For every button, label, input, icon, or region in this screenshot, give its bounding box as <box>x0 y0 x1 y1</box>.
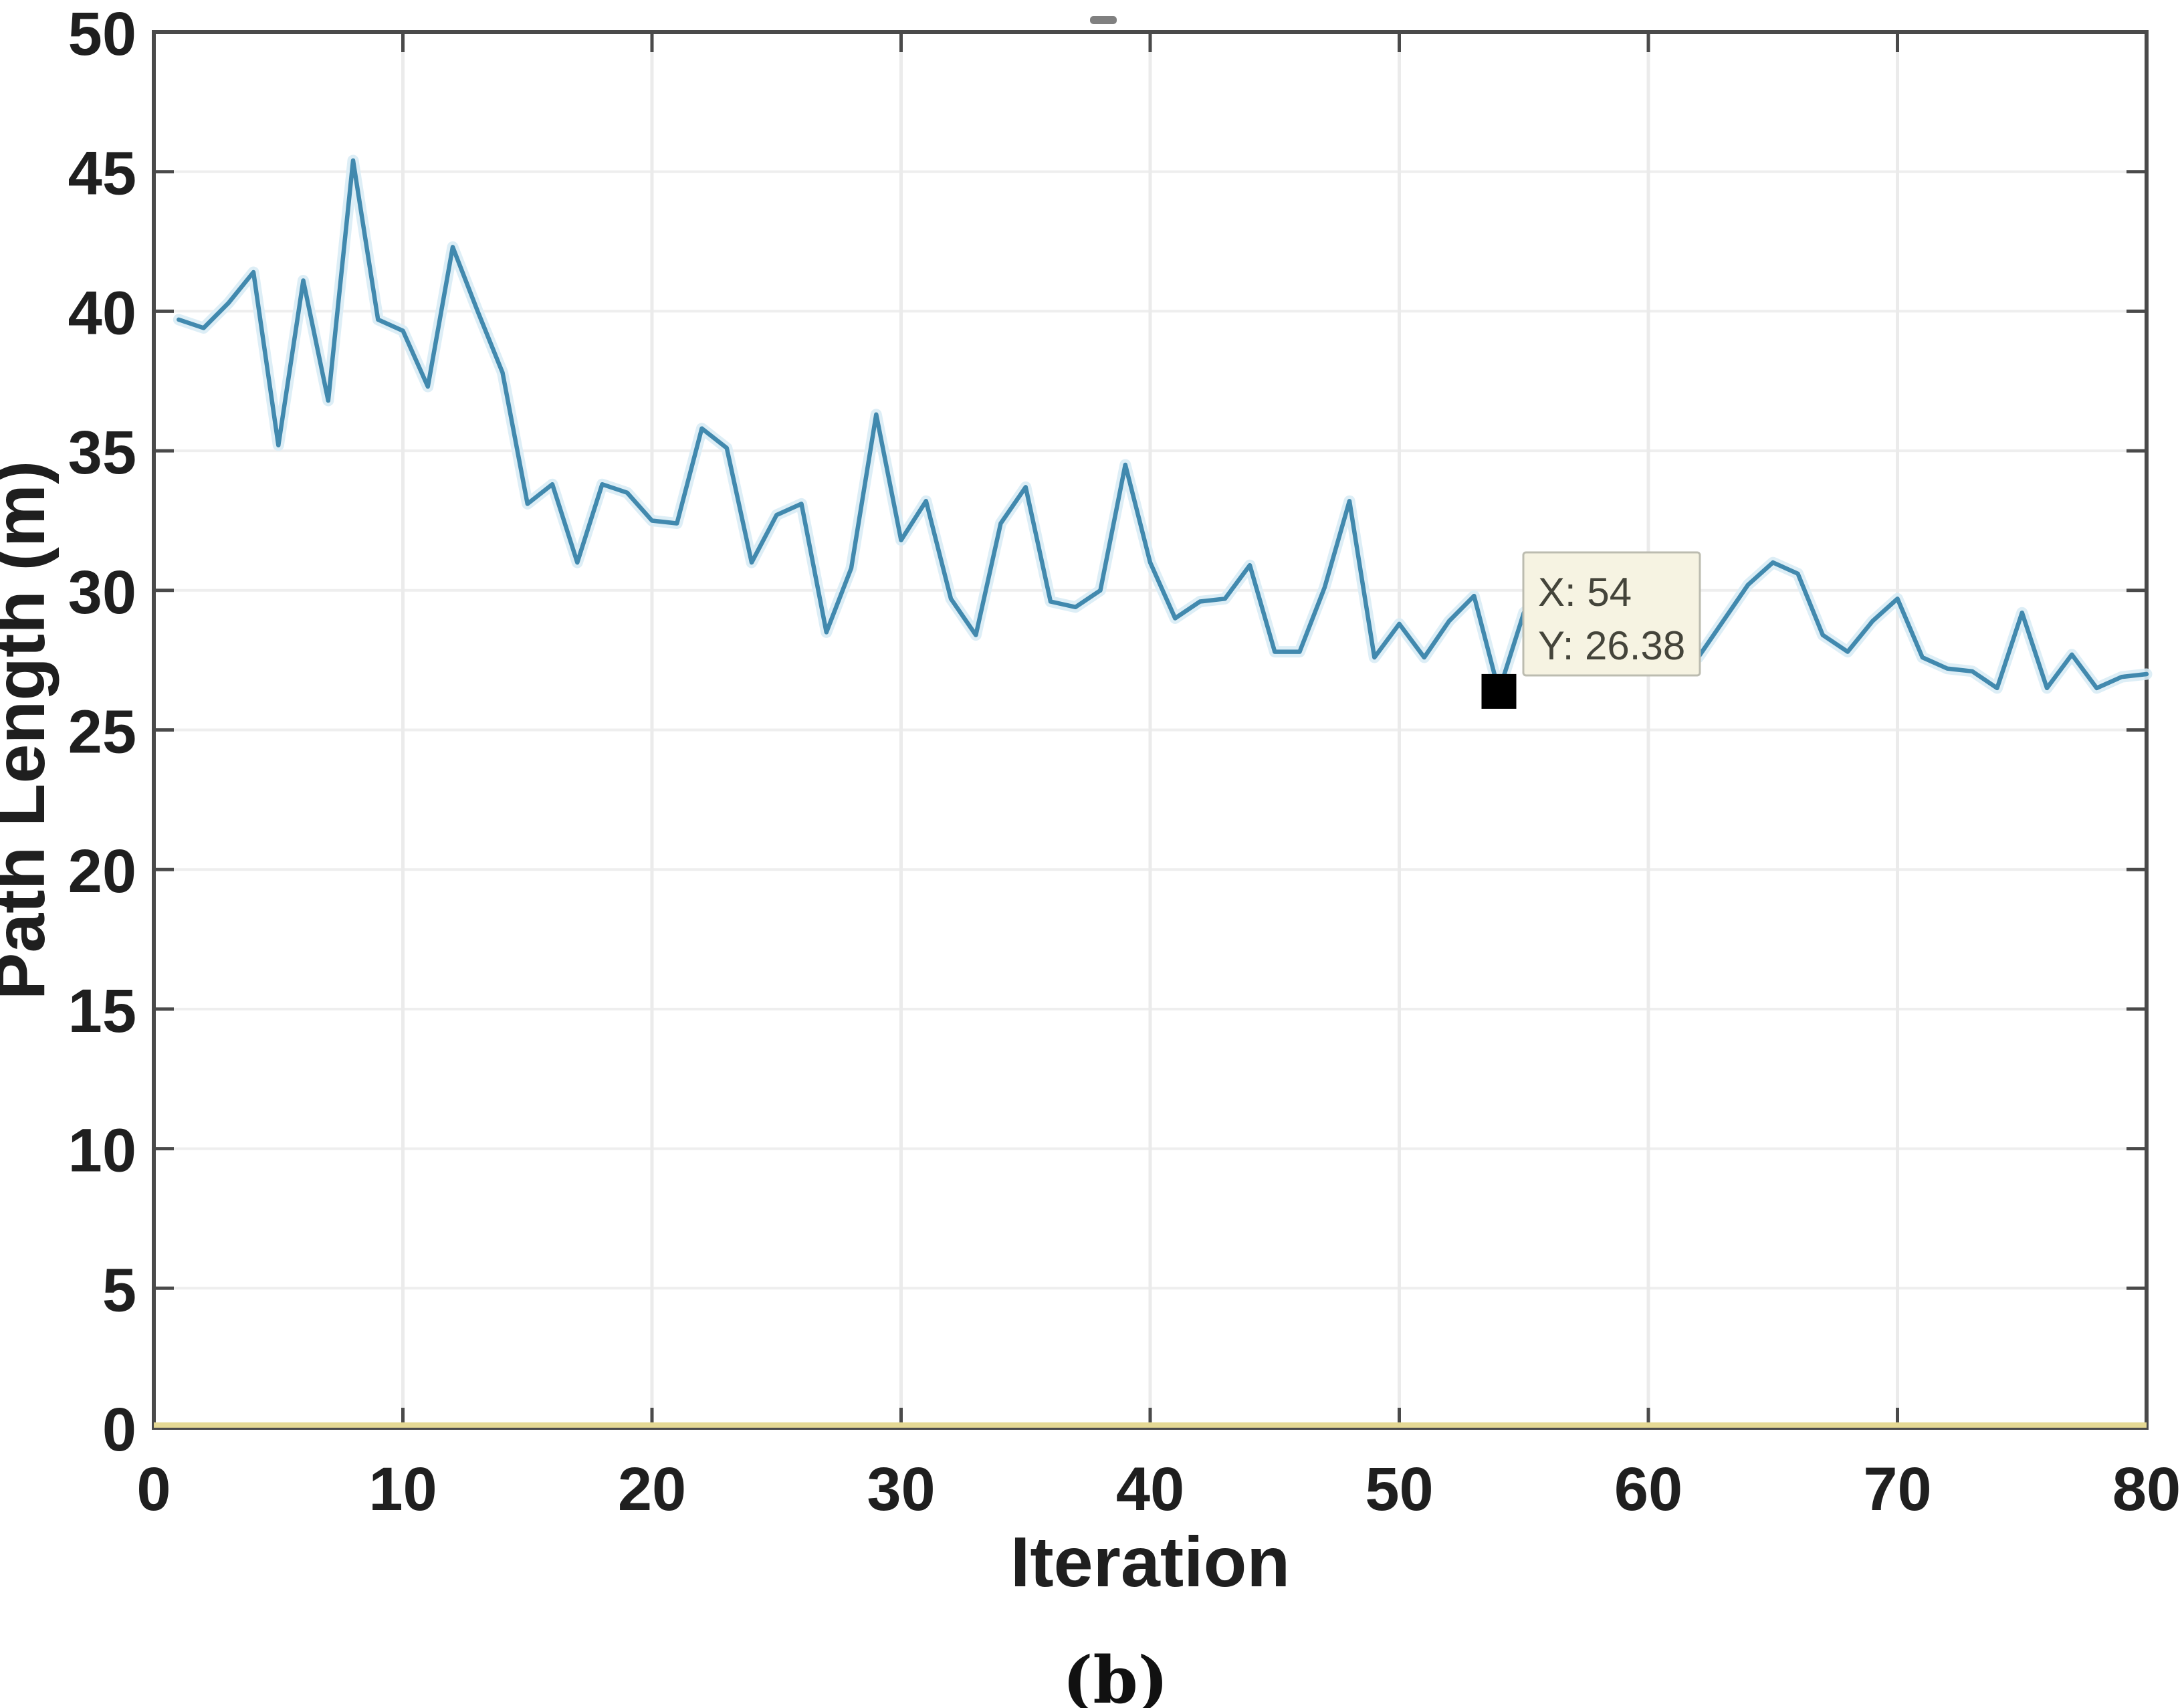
x-tick-label: 20 <box>618 1455 686 1523</box>
y-tick-label: 5 <box>102 1256 136 1324</box>
x-tick-label: 10 <box>368 1455 437 1523</box>
x-tick-label: 60 <box>1614 1455 1682 1523</box>
x-tick-label: 50 <box>1365 1455 1433 1523</box>
y-tick-label: 35 <box>68 419 136 487</box>
subfigure-caption: (b) <box>1063 1642 1168 1708</box>
x-tick-label: 80 <box>2112 1455 2181 1523</box>
y-tick-label: 45 <box>68 140 136 208</box>
y-tick-label: 0 <box>102 1396 136 1464</box>
data-series[interactable] <box>154 154 2153 1428</box>
y-tick-label: 40 <box>68 279 136 347</box>
y-tick-label: 30 <box>68 558 136 627</box>
datatip-tooltip[interactable]: X: 54 Y: 26.38 <box>1522 551 1701 677</box>
y-tick-label: 20 <box>68 837 136 905</box>
series-path-length-line[interactable] <box>177 158 2149 694</box>
y-tick-label: 50 <box>68 0 136 68</box>
datatip-x-value: X: 54 <box>1538 570 1632 615</box>
y-tick-label: 10 <box>68 1117 136 1185</box>
x-axis-label: Iteration <box>1010 1523 1290 1602</box>
x-tick-label: 70 <box>1863 1455 1931 1523</box>
x-tick-label: 30 <box>867 1455 935 1523</box>
datatip-y-value: Y: 26.38 <box>1538 623 1685 668</box>
x-tick-label: 40 <box>1116 1455 1184 1523</box>
y-tick-label: 25 <box>68 698 136 766</box>
datatip-marker[interactable] <box>1481 673 1517 709</box>
y-tick-label: 15 <box>68 977 136 1045</box>
smudge-artifact <box>1090 16 1117 24</box>
x-tick-label: 0 <box>136 1455 171 1523</box>
y-axis-label: Path Length (m) <box>0 461 60 1000</box>
datatip-box <box>1522 551 1701 677</box>
tick-labels: 0 10 20 30 40 50 60 70 80 0 5 10 15 20 25 30 35 40 45 50 <box>68 0 2181 1523</box>
gridlines <box>154 32 2147 1428</box>
